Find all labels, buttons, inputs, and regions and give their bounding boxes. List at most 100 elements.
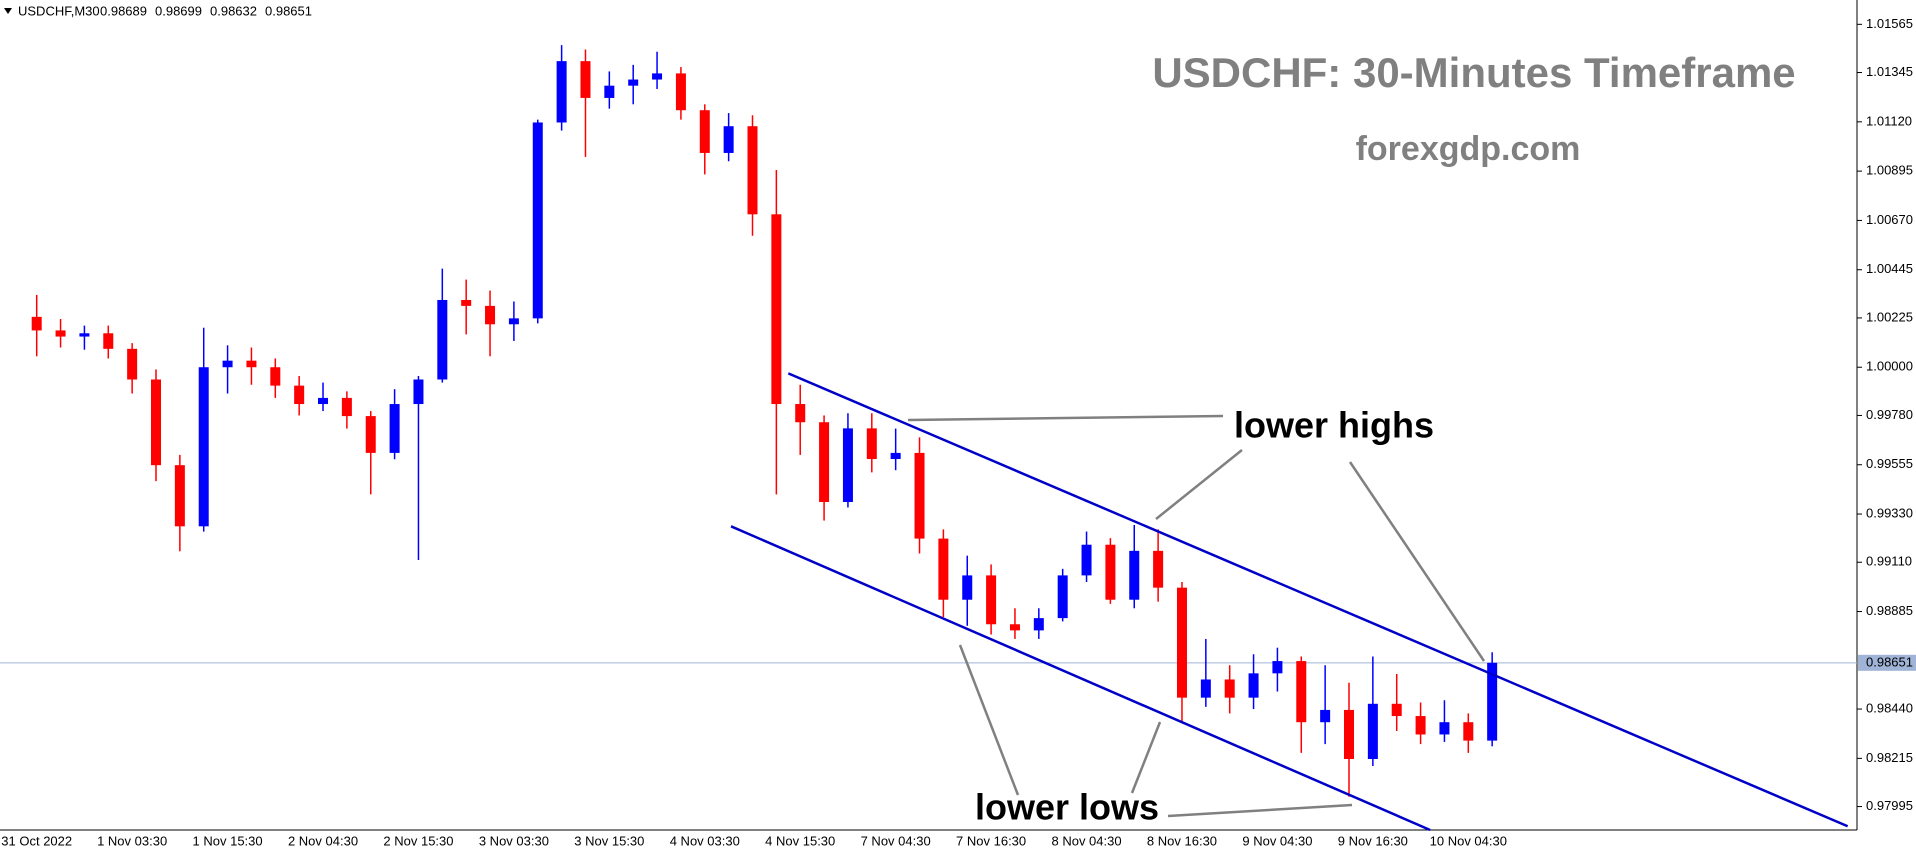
candle-body	[270, 367, 281, 386]
x-tick-label: 9 Nov 16:30	[1338, 833, 1408, 848]
candle-body	[1391, 703, 1402, 717]
candle-body	[127, 348, 138, 380]
candle-body	[604, 85, 615, 98]
candle-body	[795, 404, 806, 423]
candle-body	[532, 122, 543, 319]
x-tick-label: 3 Nov 03:30	[479, 833, 549, 848]
trendline	[787, 372, 1849, 828]
chart-title: USDCHF: 30-Minutes Timeframe	[1152, 49, 1795, 96]
candle-body	[318, 397, 329, 405]
y-tick-label: 0.97995	[1866, 798, 1913, 813]
x-tick-label: 1 Nov 15:30	[193, 833, 263, 848]
x-tick-label: 9 Nov 04:30	[1242, 833, 1312, 848]
candle-body	[413, 379, 424, 405]
header-high: 0.98699	[155, 3, 202, 18]
y-tick-label: 1.00000	[1866, 359, 1913, 374]
candle-body	[461, 299, 472, 306]
candle-body	[819, 422, 830, 502]
candle-body	[437, 299, 448, 380]
y-tick-label: 1.01565	[1866, 16, 1913, 31]
candle-body	[1105, 544, 1116, 600]
header-close: 0.98651	[265, 3, 312, 18]
candle-body	[556, 61, 567, 123]
pointer-line	[1155, 449, 1243, 520]
x-tick-label: 7 Nov 16:30	[956, 833, 1026, 848]
candle-body	[771, 214, 782, 405]
candle-body	[580, 61, 591, 98]
candle-body	[1009, 624, 1020, 631]
chart-subtitle: forexgdp.com	[1356, 130, 1581, 168]
candle-body	[1081, 544, 1092, 576]
candle-body	[1296, 661, 1307, 723]
x-tick-label: 3 Nov 15:30	[574, 833, 644, 848]
y-tick-label: 1.00670	[1866, 212, 1913, 227]
candle-body	[365, 416, 376, 453]
candle-body	[174, 465, 185, 527]
candle-body	[842, 428, 853, 502]
candle-body	[103, 333, 114, 349]
candle-body	[79, 333, 90, 337]
y-tick-label: 1.01345	[1866, 64, 1913, 79]
x-tick-label: 1 Nov 03:30	[97, 833, 167, 848]
annotation: lower lows	[975, 787, 1159, 828]
header-low: 0.98632	[210, 3, 257, 18]
candle-body	[31, 316, 42, 331]
candle-body	[198, 367, 209, 527]
candle-body	[508, 318, 519, 325]
x-tick-label: 2 Nov 15:30	[383, 833, 453, 848]
x-tick-label: 31 Oct 2022	[1, 833, 72, 848]
pointer-line	[958, 644, 1020, 796]
candle-body	[1272, 661, 1283, 674]
header-open: 0.98689	[100, 3, 147, 18]
candle-body	[1367, 703, 1378, 760]
current-price-box	[1858, 654, 1916, 671]
candle-body	[747, 126, 758, 215]
x-tick-label: 2 Nov 04:30	[288, 833, 358, 848]
x-tick-label: 4 Nov 03:30	[670, 833, 740, 848]
header-arrow	[4, 8, 12, 14]
y-tick-label: 1.01120	[1866, 113, 1912, 128]
candle-body	[341, 397, 352, 417]
candle-body	[866, 428, 877, 460]
candle-body	[294, 385, 305, 405]
candle-body	[1439, 722, 1450, 735]
candle-body	[222, 360, 233, 368]
candle-body	[1057, 575, 1068, 619]
candle-body	[389, 404, 400, 453]
candle-body	[151, 379, 161, 466]
candle-body	[723, 126, 734, 153]
candle-body	[1033, 618, 1044, 631]
pointer-line	[907, 414, 1224, 422]
pointer-line	[1348, 461, 1486, 662]
candle-body	[55, 330, 66, 337]
pointer-line	[1130, 721, 1162, 794]
y-tick-label: 0.98440	[1866, 700, 1913, 715]
candle-body	[1320, 709, 1331, 723]
annotations: lower highs lower lows	[907, 405, 1486, 828]
candle-body	[1487, 662, 1498, 741]
x-tick-label: 8 Nov 04:30	[1051, 833, 1121, 848]
x-tick-label: 4 Nov 15:30	[765, 833, 835, 848]
candle-body	[938, 538, 949, 600]
candle-body	[1248, 673, 1259, 698]
y-tick-label: 0.98885	[1866, 603, 1913, 618]
current-price-label: 0.98651	[1866, 654, 1913, 669]
y-tick-label: 0.98215	[1866, 750, 1913, 765]
candle-body	[986, 575, 997, 625]
candle-body	[1463, 722, 1474, 741]
symbol: USDCHF,M30	[18, 3, 100, 18]
candle-body	[962, 575, 973, 600]
candle-body	[675, 73, 686, 111]
annotation: lower highs	[1234, 405, 1434, 446]
y-tick-label: 1.00445	[1866, 261, 1913, 276]
y-tick-label: 0.99555	[1866, 456, 1913, 471]
candle-body	[485, 305, 496, 325]
candle-body	[1200, 679, 1211, 698]
candle-body	[1224, 679, 1235, 698]
trendline	[730, 525, 1431, 832]
candle-body	[699, 110, 710, 153]
y-tick-label: 0.99110	[1866, 554, 1912, 569]
candle-body	[1129, 550, 1140, 600]
